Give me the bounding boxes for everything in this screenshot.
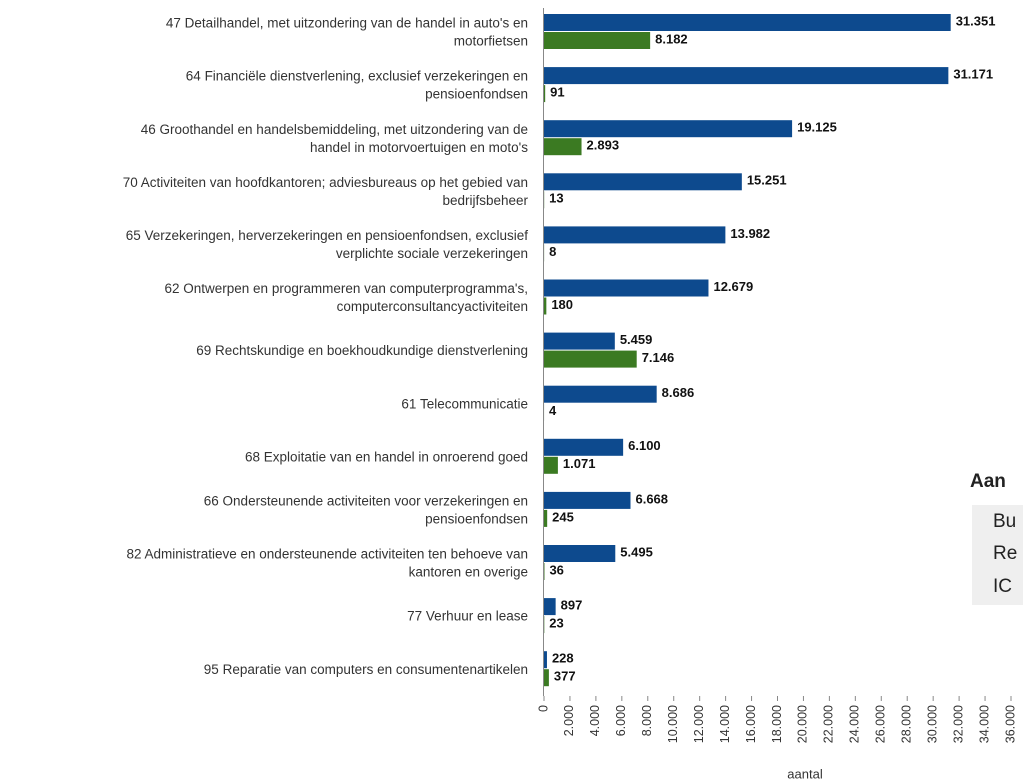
value-label: 36	[549, 562, 563, 577]
bar	[544, 598, 556, 616]
legend-item: Bu	[993, 511, 1016, 532]
bar	[544, 120, 793, 138]
x-tick-label: 24.000	[848, 705, 862, 743]
category-label: pensioenfondsen	[425, 87, 528, 102]
category-label: 82 Administratieve en ondersteunende act…	[126, 547, 528, 562]
category-label: 77 Verhuur en lease	[407, 609, 528, 624]
legend-item: IC	[993, 576, 1012, 597]
x-tick-label: 16.000	[744, 705, 758, 743]
category-label: kantoren en overige	[409, 565, 528, 580]
category-label: motorfietsen	[454, 34, 528, 49]
x-tick-label: 34.000	[977, 705, 991, 743]
x-tick-label: 36.000	[1003, 705, 1017, 743]
x-tick-label: 12.000	[692, 705, 706, 743]
x-tick-label: 4.000	[588, 705, 602, 736]
bar	[544, 32, 651, 49]
bar	[544, 14, 951, 31]
value-label: 228	[552, 651, 574, 666]
legend-title: Aan	[970, 471, 1006, 492]
bar	[544, 138, 582, 156]
value-label: 19.125	[797, 120, 837, 135]
category-label: 68 Exploitatie van en handel in onroeren…	[245, 449, 528, 464]
x-tick-label: 20.000	[796, 705, 810, 743]
x-tick-label: 10.000	[666, 705, 680, 743]
category-label: 61 Telecommunicatie	[401, 396, 528, 411]
bar	[544, 385, 657, 403]
category-label: 66 Ondersteunende activiteiten voor verz…	[204, 493, 528, 508]
value-label: 23	[549, 616, 563, 631]
value-label: 6.100	[628, 438, 661, 453]
value-label: 91	[550, 85, 564, 100]
value-label: 8.182	[655, 31, 688, 46]
value-label: 7.146	[642, 350, 675, 365]
bar	[544, 456, 558, 474]
x-tick-label: 32.000	[951, 705, 965, 743]
legend-box	[972, 505, 1023, 605]
category-label: bedrijfsbeheer	[442, 193, 528, 208]
value-label: 377	[554, 669, 576, 684]
x-tick-label: 8.000	[640, 705, 654, 736]
bar	[544, 67, 949, 85]
x-tick-label: 0	[536, 705, 550, 712]
category-label: 95 Reparatie van computers en consumente…	[204, 662, 528, 677]
bar	[544, 491, 631, 509]
x-tick-label: 26.000	[874, 705, 888, 743]
category-label: 62 Ontwerpen en programmeren van compute…	[165, 281, 529, 296]
x-tick-label: 2.000	[562, 705, 576, 736]
bar	[544, 332, 615, 350]
value-label: 1.071	[563, 456, 596, 471]
value-label: 31.351	[956, 13, 996, 28]
value-label: 6.668	[635, 491, 668, 506]
bar	[544, 438, 624, 456]
bar	[544, 173, 742, 191]
value-label: 180	[551, 297, 573, 312]
category-label: 64 Financiële dienstverlening, exclusief…	[186, 69, 528, 84]
bar	[544, 545, 616, 562]
x-tick-label: 30.000	[925, 705, 939, 743]
category-label: 47 Detailhandel, met uitzondering van de…	[166, 16, 528, 31]
x-tick-label: 14.000	[718, 705, 732, 743]
category-label: 65 Verzekeringen, herverzekeringen en pe…	[126, 228, 529, 243]
value-label: 8	[549, 244, 556, 259]
bar	[544, 85, 546, 103]
category-label: pensioenfondsen	[425, 511, 528, 526]
bar	[544, 669, 549, 687]
bar	[544, 297, 547, 315]
value-label: 897	[561, 598, 583, 613]
category-label: verplichte sociale verzekeringen	[336, 246, 528, 261]
value-label: 245	[552, 509, 574, 524]
x-tick-label: 22.000	[822, 705, 836, 743]
category-label: computerconsultancyactiviteiten	[337, 299, 528, 314]
category-label: 69 Rechtskundige en boekhoudkundige dien…	[196, 343, 528, 358]
value-label: 8.686	[662, 385, 695, 400]
x-tick-label: 6.000	[614, 705, 628, 736]
x-axis-label: aantal	[787, 766, 823, 781]
value-label: 13.982	[730, 226, 770, 241]
bar	[544, 350, 637, 368]
x-tick-label: 18.000	[770, 705, 784, 743]
bar	[544, 651, 547, 669]
value-label: 15.251	[747, 173, 787, 188]
value-label: 5.459	[620, 332, 653, 347]
bar	[544, 509, 548, 527]
category-label: 46 Groothandel en handelsbemiddeling, me…	[141, 122, 528, 137]
value-label: 12.679	[713, 279, 753, 294]
bar	[544, 226, 726, 244]
value-label: 2.893	[587, 138, 620, 153]
legend-item: Re	[993, 543, 1017, 564]
value-label: 5.495	[620, 544, 653, 559]
category-label: handel in motorvoertuigen en moto's	[310, 140, 528, 155]
value-label: 13	[549, 191, 563, 206]
value-label: 31.171	[953, 67, 993, 82]
bar	[544, 279, 709, 297]
x-tick-label: 28.000	[900, 705, 914, 743]
category-label: 70 Activiteiten van hoofdkantoren; advie…	[123, 175, 528, 190]
value-label: 4	[549, 403, 557, 418]
